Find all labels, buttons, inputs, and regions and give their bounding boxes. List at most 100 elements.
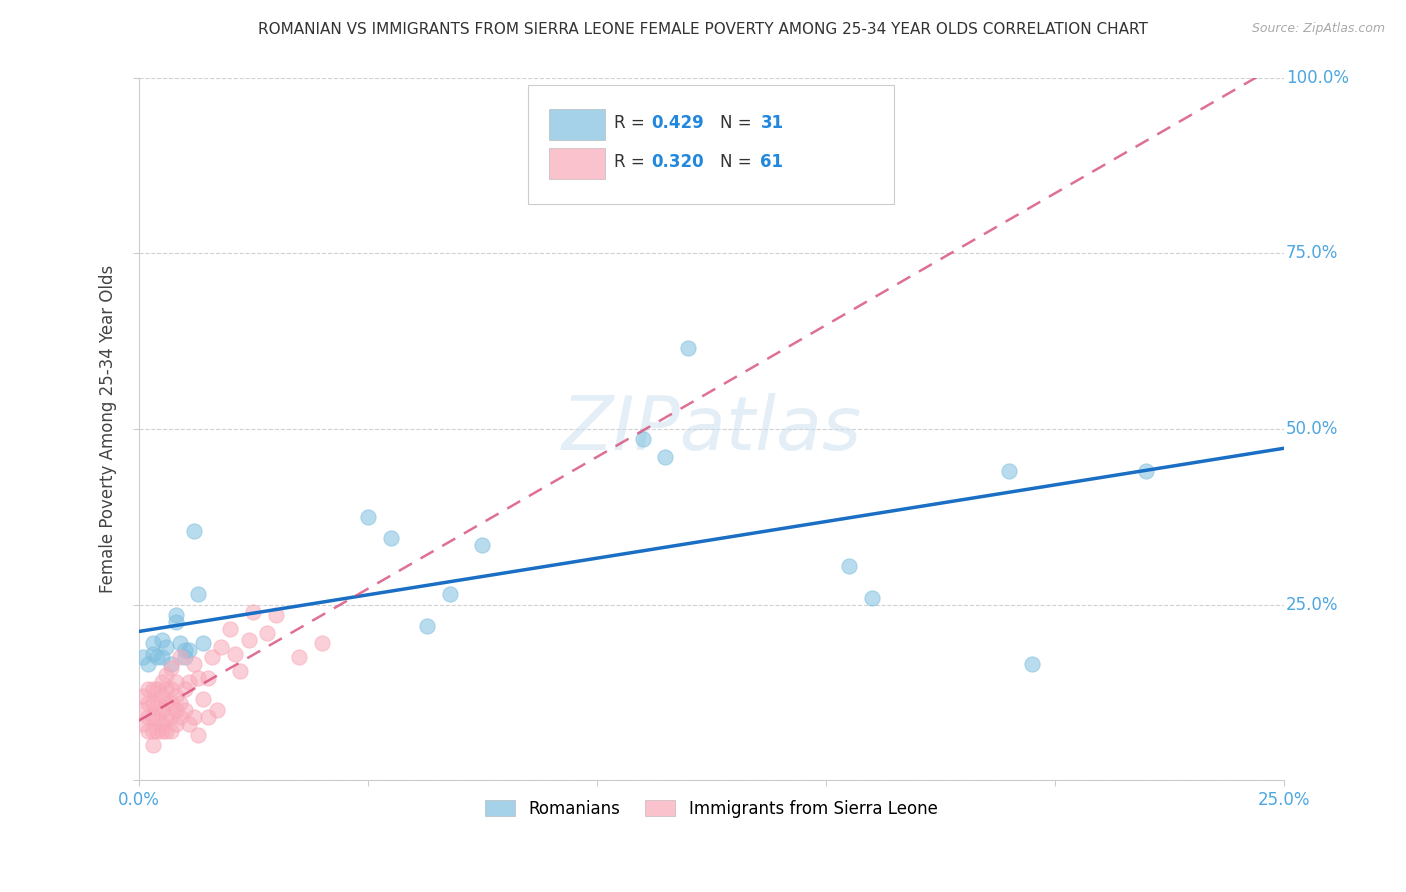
Point (197, 710, 219, 724)
Point (132, 717, 155, 731)
FancyBboxPatch shape (548, 109, 605, 140)
Point (136, 657, 159, 672)
Point (264, 608, 287, 623)
Point (132, 650, 155, 665)
Text: 31: 31 (761, 114, 783, 132)
Text: 61: 61 (761, 153, 783, 171)
Text: R =: R = (614, 153, 650, 171)
Point (142, 681, 165, 696)
Point (165, 689, 187, 703)
Point (150, 717, 173, 731)
Point (132, 689, 155, 703)
Point (631, 433, 654, 447)
Point (165, 674, 187, 689)
Text: R =: R = (614, 114, 650, 132)
Point (142, 710, 165, 724)
Point (136, 710, 159, 724)
Point (150, 632, 173, 647)
Point (173, 643, 195, 657)
Point (160, 681, 183, 696)
Point (654, 450, 676, 464)
Legend: Romanians, Immigrants from Sierra Leone: Romanians, Immigrants from Sierra Leone (478, 793, 945, 825)
Point (838, 558, 860, 573)
Point (169, 636, 191, 650)
Point (146, 650, 169, 665)
Point (136, 724, 159, 739)
Point (191, 636, 214, 650)
Y-axis label: Female Poverty Among 25-34 Year Olds: Female Poverty Among 25-34 Year Olds (100, 265, 117, 593)
Point (191, 692, 214, 706)
Point (471, 538, 494, 552)
Point (142, 738, 165, 752)
Point (150, 703, 173, 717)
Point (219, 622, 242, 636)
Point (169, 710, 191, 724)
Point (173, 650, 195, 665)
Point (998, 464, 1021, 478)
Point (155, 668, 177, 682)
Point (179, 643, 201, 657)
Point (160, 724, 183, 739)
Point (150, 724, 173, 739)
Point (678, 341, 700, 355)
Point (183, 710, 205, 724)
Point (183, 657, 205, 672)
Point (197, 672, 219, 686)
Point (187, 587, 209, 601)
Point (142, 696, 165, 710)
Point (1135, 464, 1157, 478)
Point (183, 524, 205, 538)
Point (860, 591, 883, 605)
Point (416, 618, 439, 632)
Point (146, 710, 169, 724)
Text: 0.429: 0.429 (652, 114, 704, 132)
Point (150, 689, 173, 703)
Point (288, 650, 311, 665)
Text: 75.0%: 75.0% (1286, 244, 1339, 262)
Point (169, 696, 191, 710)
Point (146, 681, 169, 696)
Point (165, 608, 187, 623)
Point (173, 681, 195, 696)
Point (201, 650, 224, 665)
Point (311, 636, 333, 650)
Point (142, 636, 165, 650)
Text: 50.0%: 50.0% (1286, 420, 1339, 438)
Point (165, 717, 187, 731)
Point (160, 661, 183, 675)
Point (357, 509, 380, 524)
FancyBboxPatch shape (529, 85, 894, 204)
Point (160, 710, 183, 724)
Point (179, 674, 201, 689)
Point (142, 647, 165, 661)
Point (155, 724, 177, 739)
Point (146, 724, 169, 739)
Point (187, 728, 209, 742)
Point (1021, 657, 1043, 672)
Point (142, 724, 165, 739)
Text: ROMANIAN VS IMMIGRANTS FROM SIERRA LEONE FEMALE POVERTY AMONG 25-34 YEAR OLDS CO: ROMANIAN VS IMMIGRANTS FROM SIERRA LEONE… (259, 22, 1147, 37)
Point (146, 696, 169, 710)
Point (136, 696, 159, 710)
Point (173, 703, 195, 717)
Point (132, 703, 155, 717)
Text: N =: N = (720, 114, 758, 132)
Point (160, 657, 183, 672)
Text: N =: N = (720, 153, 758, 171)
Point (238, 632, 260, 647)
Point (150, 674, 173, 689)
Point (224, 647, 246, 661)
Text: 100.0%: 100.0% (1286, 69, 1348, 87)
Point (242, 605, 264, 619)
Point (439, 587, 461, 601)
Point (179, 717, 201, 731)
Text: 0.320: 0.320 (652, 153, 704, 171)
Point (165, 615, 187, 630)
Point (169, 650, 191, 665)
Point (165, 703, 187, 717)
Point (209, 640, 232, 654)
Point (256, 625, 278, 640)
FancyBboxPatch shape (548, 148, 605, 178)
Point (150, 650, 173, 665)
Point (155, 696, 177, 710)
